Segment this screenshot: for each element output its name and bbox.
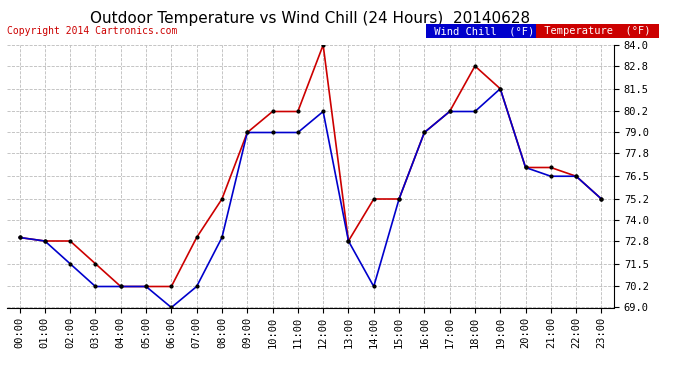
- Text: Wind Chill  (°F): Wind Chill (°F): [428, 26, 540, 36]
- Text: Outdoor Temperature vs Wind Chill (24 Hours)  20140628: Outdoor Temperature vs Wind Chill (24 Ho…: [90, 11, 531, 26]
- Text: Temperature  (°F): Temperature (°F): [538, 26, 657, 36]
- Text: Copyright 2014 Cartronics.com: Copyright 2014 Cartronics.com: [7, 26, 177, 36]
